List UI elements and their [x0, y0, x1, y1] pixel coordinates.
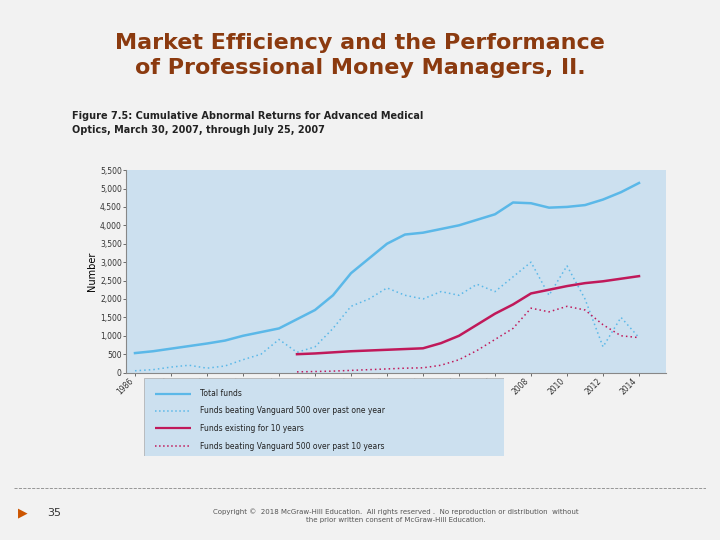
- Text: Figure 7.5: Cumulative Abnormal Returns for Advanced Medical
Optics, March 30, 2: Figure 7.5: Cumulative Abnormal Returns …: [72, 111, 423, 134]
- Text: ▶: ▶: [18, 507, 27, 520]
- Text: Funds beating Vanguard 500 over past 10 years: Funds beating Vanguard 500 over past 10 …: [199, 442, 384, 450]
- Text: 35: 35: [47, 508, 60, 518]
- Text: Funds existing for 10 years: Funds existing for 10 years: [199, 423, 304, 433]
- Text: Total funds: Total funds: [199, 389, 242, 398]
- Text: Copyright ©  2018 McGraw-Hill Education.  All rights reserved .  No reproduction: Copyright © 2018 McGraw-Hill Education. …: [213, 508, 579, 523]
- FancyBboxPatch shape: [144, 378, 504, 456]
- Text: Funds beating Vanguard 500 over past one year: Funds beating Vanguard 500 over past one…: [199, 407, 384, 415]
- Y-axis label: Number: Number: [87, 252, 97, 291]
- Text: Market Efficiency and the Performance
of Professional Money Managers, II.: Market Efficiency and the Performance of…: [115, 32, 605, 78]
- X-axis label: Year: Year: [386, 398, 406, 408]
